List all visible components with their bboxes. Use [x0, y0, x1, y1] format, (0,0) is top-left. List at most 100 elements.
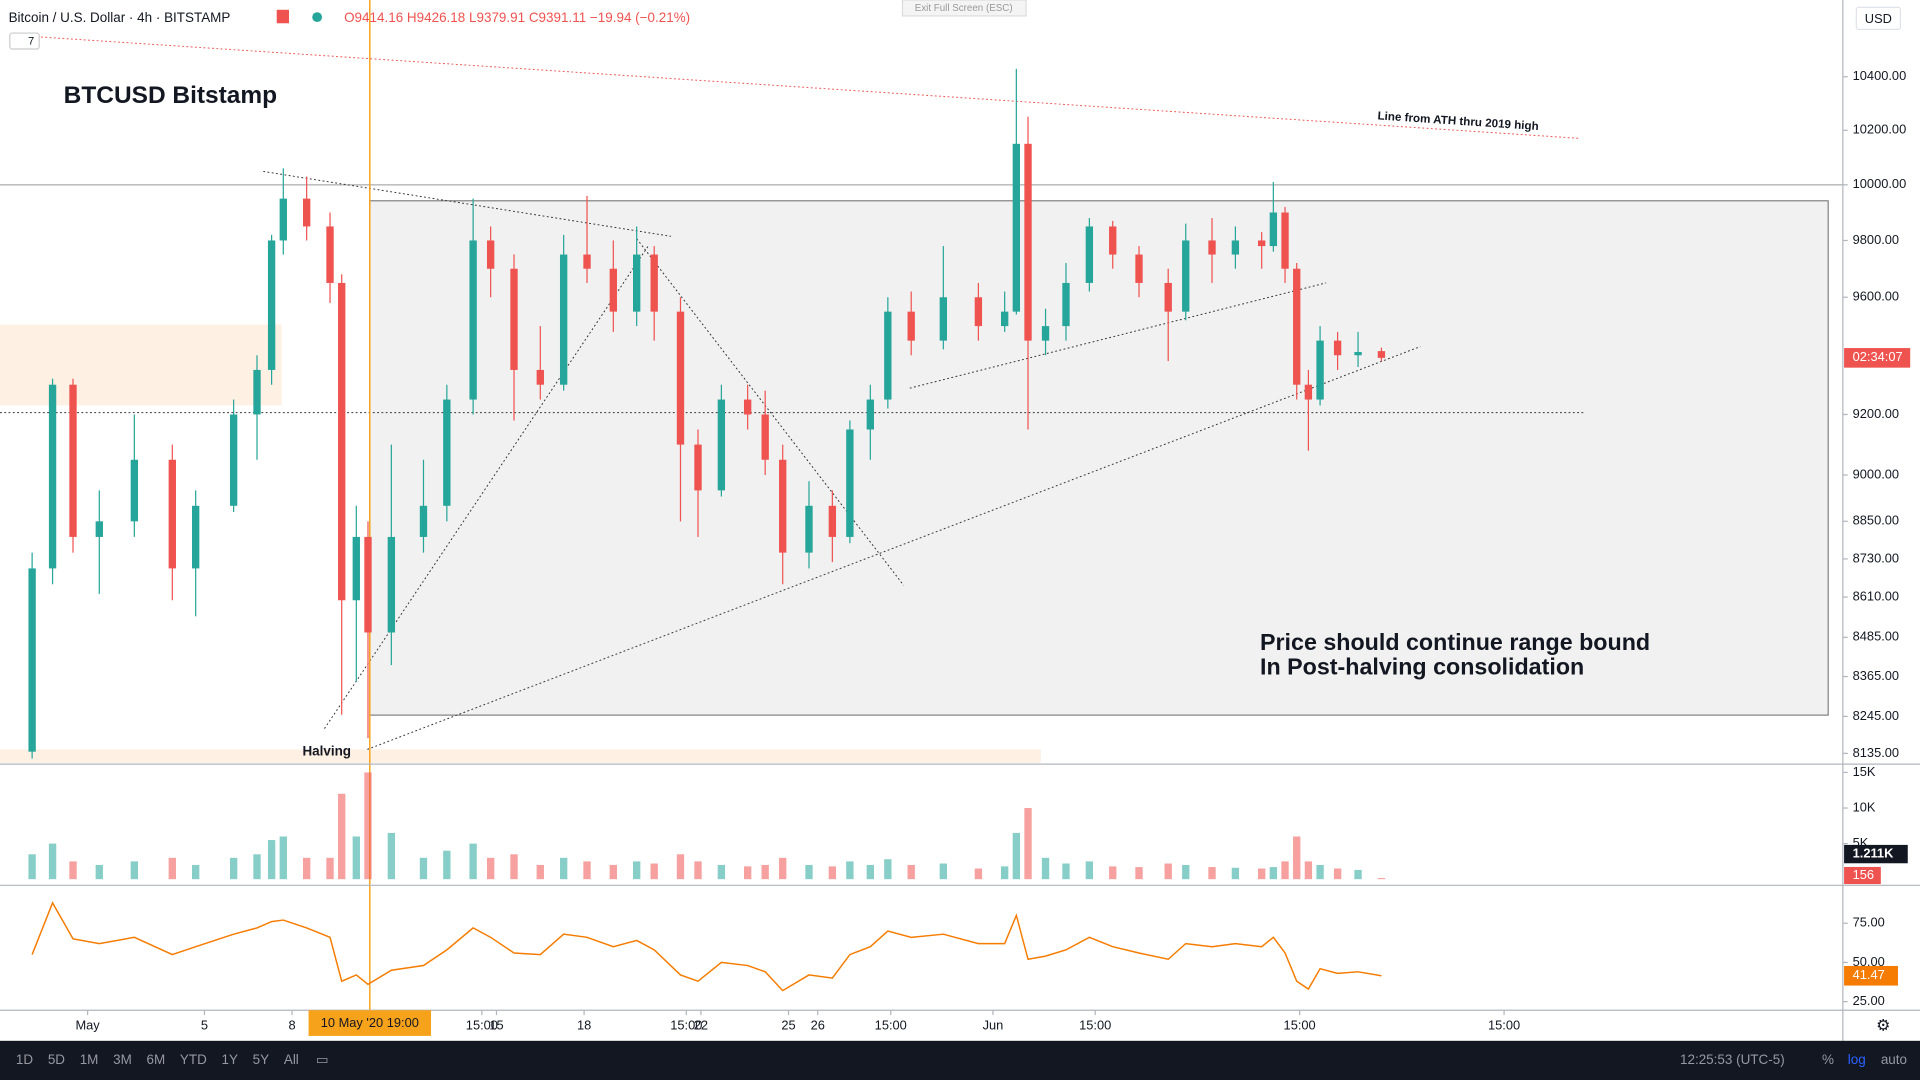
trend-line	[263, 170, 672, 237]
volume-bar	[1062, 863, 1070, 880]
volume-bar	[387, 832, 396, 880]
status-dot	[312, 12, 323, 23]
annotation: Halving	[302, 743, 351, 758]
crosshair-label-bg	[308, 1010, 432, 1036]
trend-line	[909, 282, 1327, 389]
candle-body	[443, 399, 451, 506]
volume-bar	[907, 864, 915, 880]
x-tick-label: 15	[489, 1018, 503, 1033]
candle-body	[1012, 143, 1021, 312]
zone	[0, 749, 1041, 763]
range-button[interactable]: 5D	[48, 1052, 65, 1067]
candle-body	[338, 282, 346, 601]
rsi-last-label: 41.47	[1853, 967, 1885, 982]
y-tick-label: 8245.00	[1853, 708, 1899, 723]
flag-icon[interactable]	[276, 9, 289, 24]
y-tick-label: 8365.00	[1853, 668, 1899, 683]
x-tick-label: 15:00	[1079, 1018, 1111, 1033]
x-tick-label: 18	[577, 1018, 591, 1033]
volume-bar	[828, 866, 837, 880]
range-button[interactable]: 3M	[113, 1052, 132, 1067]
range-button[interactable]: 1Y	[222, 1052, 238, 1067]
date-range-icon[interactable]: ▭	[316, 1052, 329, 1067]
candle-body	[364, 536, 372, 633]
exit-fullscreen-button[interactable]	[901, 0, 1027, 17]
candle-body	[884, 311, 892, 400]
y-tick-label: 9800.00	[1853, 232, 1899, 247]
range-button[interactable]: 1D	[16, 1052, 33, 1067]
y-tick-label: 9600.00	[1853, 289, 1899, 304]
candle-body	[387, 536, 396, 633]
volume-bar	[486, 857, 495, 880]
volume-bar	[326, 857, 334, 880]
volume-last-label: 156	[1853, 867, 1874, 882]
clock: 12:25:53 (UTC-5)	[1680, 1052, 1785, 1067]
volume-bar	[229, 857, 238, 880]
volume-bar	[609, 864, 617, 880]
candle-body	[253, 369, 261, 415]
volume-bar	[28, 854, 36, 880]
volume-bar	[352, 836, 360, 880]
candle-body	[1257, 240, 1266, 247]
candle-body	[352, 536, 360, 601]
candle-body	[866, 399, 874, 430]
volume-bar	[676, 854, 685, 880]
candle-body	[1293, 268, 1301, 385]
x-tick-label: 15:00	[670, 1018, 702, 1033]
volume-bar	[1000, 866, 1009, 880]
volume-bar	[846, 861, 854, 880]
exit-fullscreen: Exit Full Screen (ESC)	[915, 3, 1013, 14]
volume-bar	[1208, 867, 1216, 880]
candle-body	[633, 254, 641, 312]
candle-body	[48, 384, 57, 569]
indicator-count: 7	[28, 36, 34, 48]
log-toggle[interactable]: log	[1848, 1052, 1866, 1067]
y-tick-label: 75.00	[1853, 915, 1885, 930]
volume-bar	[338, 793, 346, 880]
settings-icon[interactable]: ⚙	[1876, 1017, 1890, 1034]
candle-body	[1377, 351, 1386, 358]
volume-bar	[717, 864, 726, 880]
currency: USD	[1865, 11, 1892, 26]
range-button[interactable]: 1M	[80, 1052, 99, 1067]
range-button[interactable]: All	[284, 1052, 299, 1067]
candle-body	[1304, 384, 1313, 400]
y-tick-label: 8135.00	[1853, 745, 1899, 760]
indicators-toggle[interactable]	[9, 32, 40, 50]
x-tick-label: 8	[288, 1018, 295, 1033]
volume-bar	[974, 868, 983, 880]
candle-body	[1024, 143, 1032, 341]
y-tick-label: 10400.00	[1853, 68, 1907, 83]
volume-bar	[1293, 836, 1301, 880]
volume-ma-label: 1.211K	[1853, 845, 1894, 860]
crosshair-label: 10 May '20 19:00	[321, 1015, 419, 1030]
range-button[interactable]: YTD	[180, 1052, 207, 1067]
volume-bar	[1109, 866, 1117, 880]
x-tick-label: May	[75, 1018, 100, 1033]
candle-body	[1164, 282, 1172, 312]
volume-bar	[1257, 868, 1266, 880]
candle-body	[1000, 311, 1009, 327]
candle-body	[510, 268, 518, 370]
candle-body	[69, 384, 77, 537]
volume-ma-bg	[1844, 844, 1908, 864]
range-button[interactable]: 6M	[147, 1052, 166, 1067]
volume-bar	[364, 772, 372, 880]
marks	[28, 68, 1386, 992]
volume-bar	[69, 861, 77, 880]
volume-bar	[168, 857, 176, 880]
volume-bar	[761, 864, 769, 880]
auto-toggle[interactable]: auto	[1881, 1052, 1907, 1067]
candle-body	[326, 226, 334, 283]
x-tick-label: 26	[811, 1018, 825, 1033]
annotation: In Post-halving consolidation	[1260, 654, 1584, 680]
candle-body	[192, 505, 200, 569]
currency-button[interactable]	[1855, 6, 1902, 30]
volume-bar	[1164, 863, 1172, 880]
range-button[interactable]: 5Y	[253, 1052, 269, 1067]
volume-bar	[267, 840, 276, 880]
x-tick-label: 15:00	[875, 1018, 907, 1033]
percent-toggle[interactable]: %	[1822, 1052, 1834, 1067]
volume-bar	[469, 843, 477, 880]
